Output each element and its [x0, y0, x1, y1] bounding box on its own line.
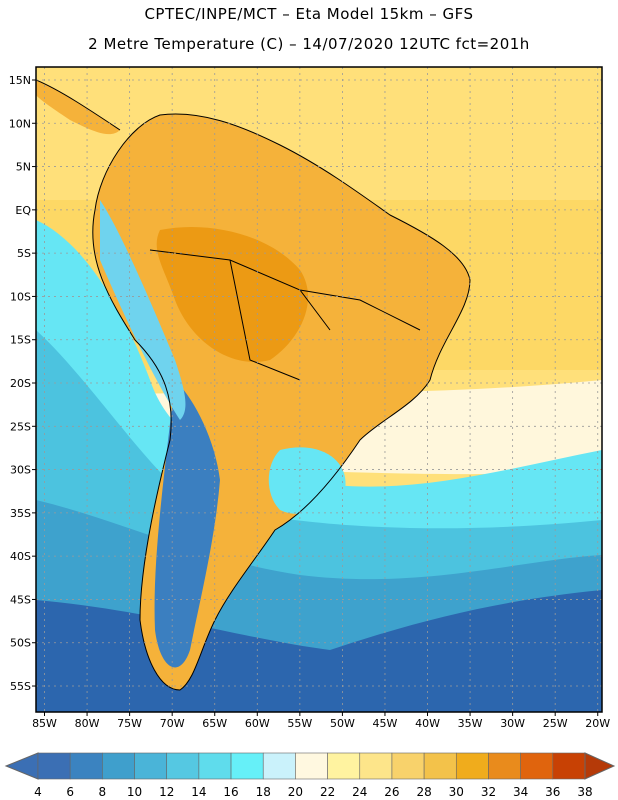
map-fields: [36, 67, 602, 712]
lat-label: 35S: [10, 507, 31, 520]
colorbar-label: 12: [159, 785, 174, 799]
colorbar-label: 14: [191, 785, 206, 799]
colorbar-swatch: [327, 752, 361, 780]
land-andes: [100, 200, 186, 420]
lat-label: 50S: [10, 637, 31, 650]
colorbar-swatch: [69, 752, 103, 780]
colorbar-label: 10: [127, 785, 142, 799]
colorbar: [4, 752, 616, 780]
colorbar-swatch: [391, 752, 425, 780]
map-frame: [35, 66, 603, 713]
lat-label: 10N: [9, 117, 31, 130]
lat-label: 15S: [10, 334, 31, 347]
colorbar-swatch: [230, 752, 264, 780]
lon-label: 70W: [160, 717, 185, 730]
coastlines: [36, 79, 471, 691]
colorbar-swatch: [520, 752, 554, 780]
lat-label: EQ: [15, 204, 31, 217]
lat-label: 15N: [9, 74, 31, 87]
colorbar-label: 34: [513, 785, 528, 799]
longitude-labels: 85W 80W 75W 70W 65W 60W 55W 50W 45W 40W 35W 30W 25W 2…: [32, 717, 610, 730]
lon-label: 85W: [32, 717, 57, 730]
colorbar-swatch: [423, 752, 457, 780]
land-patagonia: [154, 380, 220, 668]
lon-label: 50W: [330, 717, 355, 730]
colorbar-swatch: [134, 752, 168, 780]
lon-label: 20W: [585, 717, 610, 730]
colorbar-label: 20: [288, 785, 303, 799]
land-central-america: [36, 80, 120, 135]
colorbar-swatch: [552, 752, 586, 780]
colorbar-label: 36: [545, 785, 560, 799]
colorbar-label: 38: [577, 785, 592, 799]
colorbar-swatch: [166, 752, 200, 780]
lat-label: 20S: [10, 377, 31, 390]
graticule: [32, 67, 602, 716]
colorbar-swatch: [488, 752, 521, 780]
colorbar-label: 26: [384, 785, 399, 799]
colorbar-label: 8: [99, 785, 107, 799]
lat-label: 45S: [10, 593, 31, 606]
colorbar-label: 16: [223, 785, 238, 799]
chart-title-line2: 2 Metre Temperature (C) – 14/07/2020 12U…: [88, 35, 530, 53]
colorbar-label: 32: [481, 785, 496, 799]
colorbar-label: 18: [256, 785, 271, 799]
colorbar-label: 30: [449, 785, 464, 799]
colorbar-label: 24: [352, 785, 367, 799]
lon-label: 65W: [202, 717, 227, 730]
colorbar-labels: 4 6 8 10 12 14 16 18 20 22 24 26 28 30 32 34 36 38: [34, 785, 592, 799]
lat-label: 5N: [16, 161, 31, 174]
land-southern-cool: [268, 447, 346, 514]
chart-title-line1: CPTEC/INPE/MCT – Eta Model 15km – GFS: [144, 5, 474, 23]
lon-label: 45W: [373, 717, 398, 730]
lat-label: 55S: [10, 680, 31, 693]
lat-label: 10S: [10, 290, 31, 303]
lon-label: 75W: [117, 717, 142, 730]
lat-label: 25S: [10, 420, 31, 433]
colorbar-label: 4: [34, 785, 42, 799]
colorbar-swatch: [359, 752, 393, 780]
colorbar-swatch: [295, 752, 328, 780]
colorbar-label: 6: [66, 785, 74, 799]
lon-label: 30W: [500, 717, 525, 730]
colorbar-swatch: [455, 752, 489, 780]
colorbar-label: 22: [320, 785, 335, 799]
colorbar-label: 28: [416, 785, 431, 799]
colorbar-swatch: [37, 752, 71, 780]
lon-label: 40W: [415, 717, 440, 730]
lon-label: 80W: [75, 717, 100, 730]
colorbar-arrow-high: [584, 752, 616, 780]
colorbar-swatch: [102, 752, 135, 780]
colorbar-swatch: [198, 752, 232, 780]
lon-label: 55W: [287, 717, 312, 730]
colorbar-arrow-low: [4, 752, 39, 780]
lat-label: 40S: [10, 550, 31, 563]
lat-label: 30S: [10, 464, 31, 477]
lon-label: 25W: [543, 717, 568, 730]
latitude-labels: 15N 10N 5N EQ 5S 10S 15S 20S 25S 30S 35S 40S 45S 50S 5…: [9, 74, 32, 693]
land-amazon-hot: [156, 226, 309, 362]
lon-label: 35W: [458, 717, 483, 730]
lon-label: 60W: [245, 717, 270, 730]
colorbar-swatch: [262, 752, 296, 780]
lat-label: 5S: [17, 247, 31, 260]
